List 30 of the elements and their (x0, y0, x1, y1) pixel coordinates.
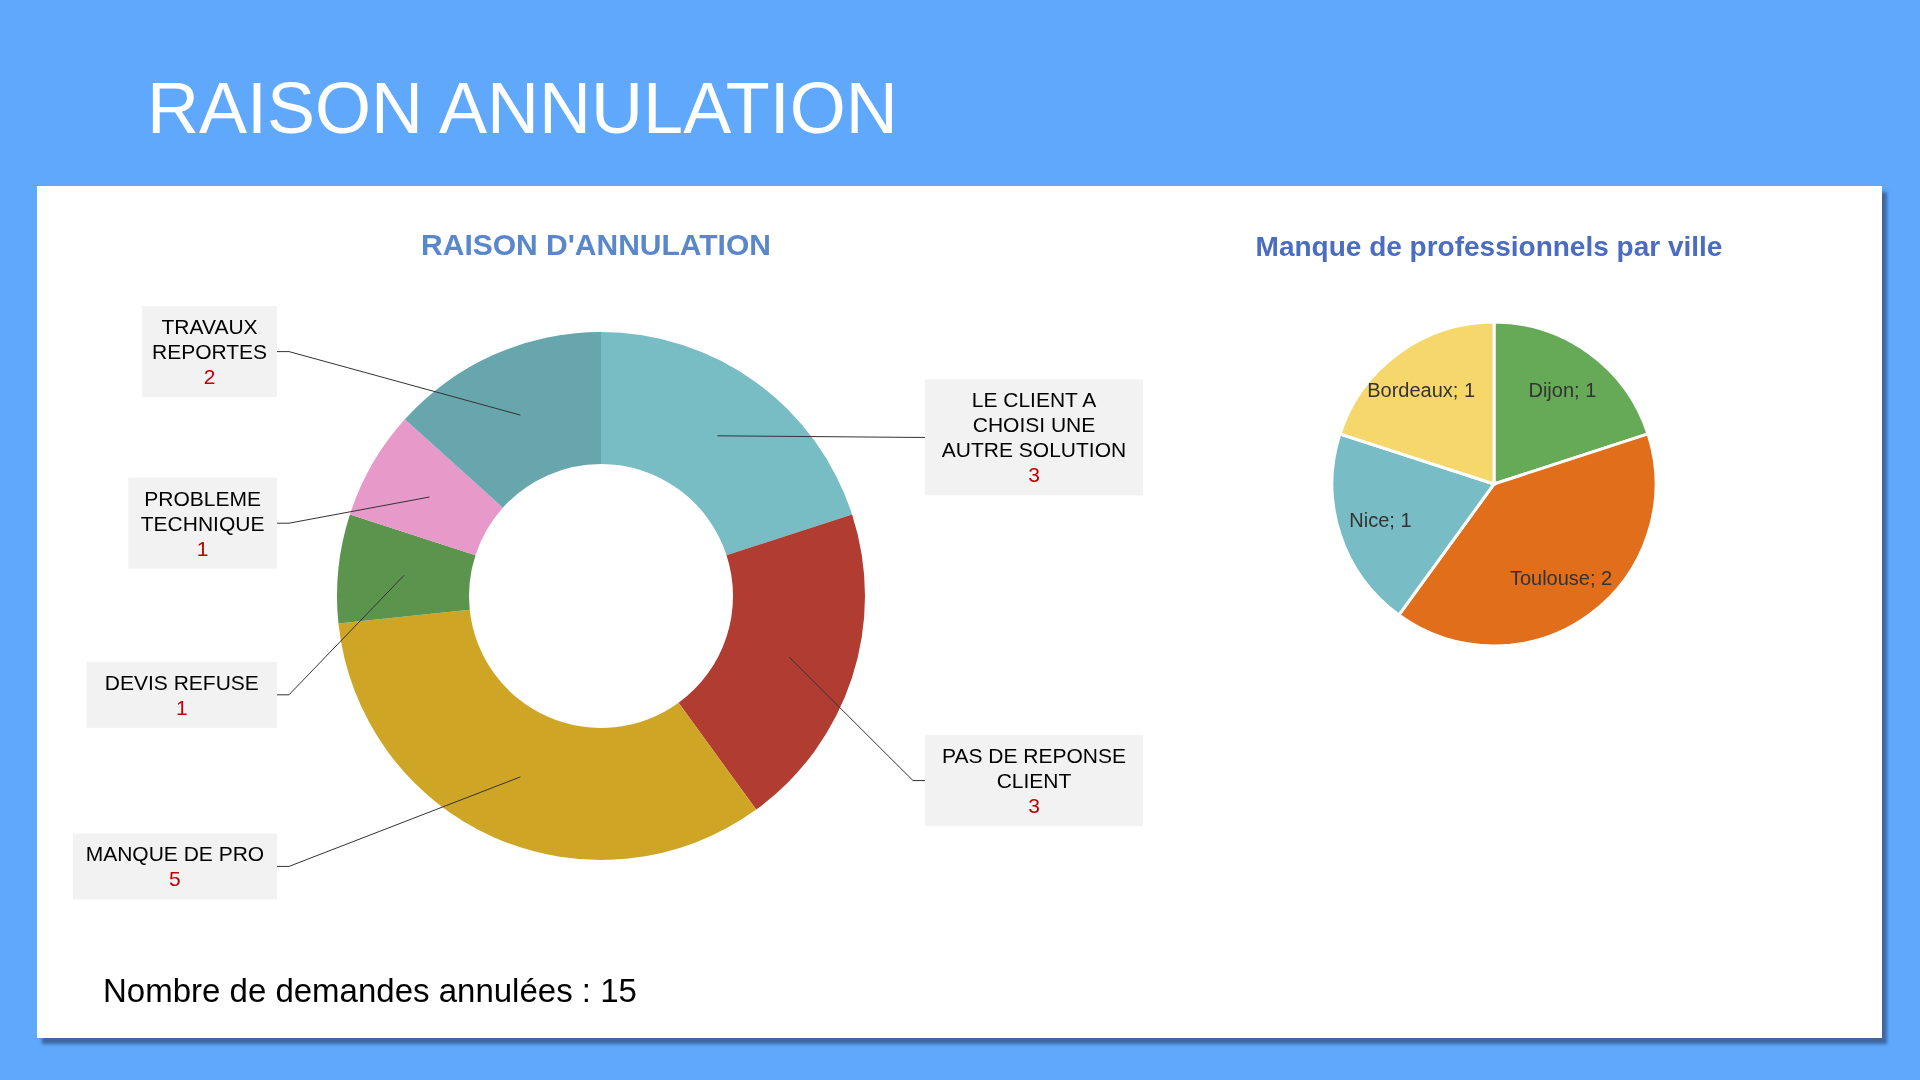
text: RAISON ANNULATION (147, 68, 898, 148)
data-label: ; 1 (1574, 378, 1597, 401)
data-label: 5 (169, 867, 181, 891)
slice-label: Bordeaux (1367, 378, 1453, 401)
slice-label: PAS DE REPONSE CLIENT (942, 744, 1127, 793)
donut-slice (349, 419, 503, 556)
slice-label: MANQUE DE PRO (85, 842, 265, 866)
slice-label: LE CLIENT A CHOISI UNE AUTRE SOLUTION (941, 388, 1127, 462)
data-label: 1 (176, 695, 188, 719)
slice-label: DEVIS REFUSE (104, 670, 259, 694)
data-label: ; 1 (1389, 509, 1412, 532)
data-label: ; 2 (1589, 567, 1613, 590)
chart-title: RAISON D'ANNULATION (420, 228, 772, 261)
text: Nombre de demandes annulées : 15 (103, 972, 637, 1009)
data-label: 2 (203, 365, 216, 389)
donut-slice (404, 332, 601, 508)
donut-slice (338, 609, 757, 860)
data-label: 1 (196, 536, 209, 560)
slice-label: Dijon (1528, 378, 1575, 401)
donut-slice (601, 332, 853, 556)
data-label: 3 (1028, 463, 1040, 487)
donut-slice (337, 514, 476, 624)
slice-label: PROBLEME TECHNIQUE (140, 486, 265, 535)
data-label: 3 (1028, 794, 1040, 818)
donut-slice (678, 514, 865, 810)
slice-label: Nice (1349, 509, 1390, 532)
slice-label: Toulouse (1509, 567, 1590, 590)
data-label: ; 1 (1452, 378, 1476, 401)
slice-label: TRAVAUX REPORTES (151, 315, 268, 364)
chart-title: Manque de professionnels par ville (1254, 231, 1724, 262)
